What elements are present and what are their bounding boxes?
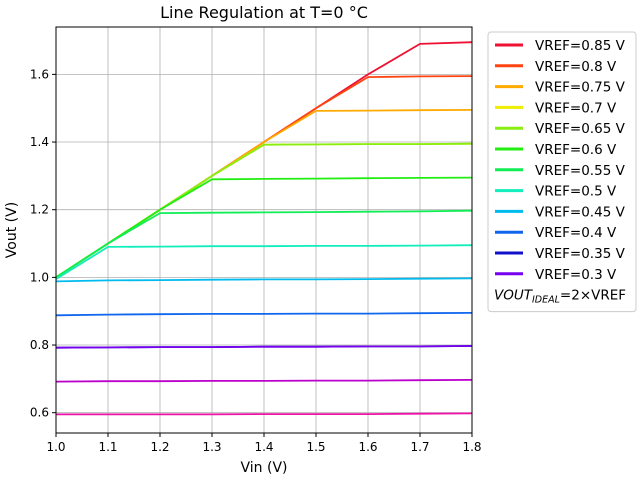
legend-entry-label: VREF=0.65 V: [535, 121, 626, 137]
legend-entry-label: VREF=0.75 V: [535, 80, 626, 96]
x-tick-label: 1.2: [150, 440, 169, 454]
axes: 1.0 1.1 1.2 1.3 1.4 1.5 1.6 1.7 1.8 0.6 0.8 1.0 1.2 1…: [30, 67, 482, 454]
legend-entry-label: VREF=0.3 V: [535, 267, 617, 283]
series-line-11: [55, 345, 473, 349]
y-tick-label: 0.8: [30, 338, 49, 352]
legend-entry-label: VREF=0.5 V: [535, 184, 617, 200]
series-line-9: [55, 312, 473, 317]
x-tick-label: 1.4: [254, 440, 273, 454]
x-tick-label: 1.0: [46, 440, 65, 454]
legend-entry-label: VREF=0.8 V: [535, 59, 617, 75]
y-axis-label: Vout (V): [4, 202, 20, 258]
series-line-12: [55, 379, 473, 383]
y-tick-label: 1.6: [30, 67, 49, 81]
legend-entry-label: VREF=0.85 V: [535, 38, 626, 54]
series-line-7: [55, 244, 473, 280]
x-tick-label: 1.3: [202, 440, 221, 454]
legend-box: [487, 31, 637, 313]
series-line-8: [55, 277, 473, 283]
legend-entry-label: VREF=0.6 V: [535, 142, 617, 158]
legend-entry-label: VREF=0.55 V: [535, 163, 626, 179]
legend-note-subscript: IDEAL: [532, 295, 560, 306]
x-tick-label: 1.6: [358, 440, 377, 454]
legend-entry-label: VREF=0.35 V: [535, 246, 626, 262]
x-tick-label: 1.7: [410, 440, 429, 454]
legend: VREF=0.85 V VREF=0.8 V VREF=0.75 V VREF=0.7…: [487, 31, 637, 313]
y-tick-label: 1.0: [30, 270, 49, 284]
x-tick-label: 1.1: [98, 440, 117, 454]
x-axis-label: Vin (V): [241, 460, 288, 476]
y-tick-label: 1.2: [30, 203, 49, 217]
y-tick-label: 0.6: [30, 406, 49, 420]
legend-note-rest: =2×VREF: [560, 288, 626, 304]
x-tick-label: 1.8: [462, 440, 481, 454]
series-line-13: [56, 412, 473, 416]
series-layer: [55, 41, 473, 416]
legend-note-base: VOUT: [494, 288, 534, 304]
chart-title: Line Regulation at T=0 °C: [160, 3, 368, 22]
legend-entry-label: VREF=0.45 V: [535, 204, 626, 220]
series-line-6: [55, 209, 473, 279]
x-tick-label: 1.5: [306, 440, 325, 454]
legend-note: VOUTIDEAL=2×VREF: [494, 288, 626, 306]
y-tick-label: 1.4: [30, 135, 49, 149]
legend-entry-label: VREF=0.4 V: [535, 225, 617, 241]
series-line-5: [55, 176, 473, 279]
legend-entry-label: VREF=0.7 V: [535, 100, 617, 116]
